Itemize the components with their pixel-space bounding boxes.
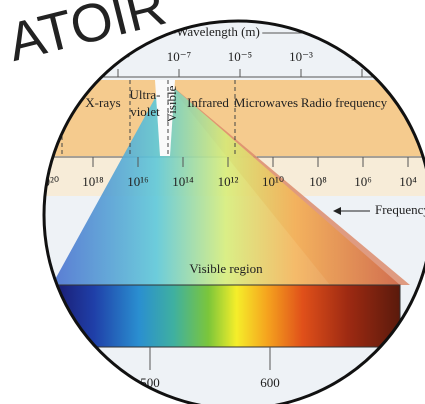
frequency-tick-label: 10⁶: [354, 174, 372, 189]
band-label: Ultra-: [129, 87, 160, 102]
frequency-tick-label: 10⁴: [399, 174, 417, 189]
region-label: Visible region: [189, 261, 263, 276]
wavelength-tick-label: 10⁻¹: [350, 49, 374, 64]
axis-label: Frequency (s: [375, 202, 425, 217]
wavelength-tick-label: 10¹: [415, 49, 425, 64]
band-label: Radio frequency: [301, 95, 388, 110]
frequency-tick-label: 10¹⁴: [172, 174, 194, 189]
frequency-tick-label: 10¹⁸: [82, 174, 104, 189]
band-label: violet: [130, 104, 160, 119]
wavelength-tick-label: 10⁻³: [289, 49, 313, 64]
frequency-tick-label: 10¹⁶: [127, 174, 148, 189]
wavelength-tick-label: 10⁻⁵: [228, 49, 252, 64]
frequency-tick-label: 10¹²: [218, 174, 239, 189]
band-label: X-rays: [85, 95, 120, 110]
spectrum-diagram: Wavelength (m)10⁻⁹10⁻⁷10⁻⁵10⁻³10⁻¹10¹mma…: [0, 0, 425, 404]
nm-tick-label: 600: [260, 375, 280, 390]
band-label: Infrared: [187, 95, 229, 110]
band-label: ys: [32, 108, 44, 123]
wavelength-tick-label: 10⁻⁷: [167, 49, 191, 64]
frequency-tick-label: 10¹⁰: [262, 174, 284, 189]
frequency-tick-label: 10⁸: [309, 174, 327, 189]
visible-bar: [52, 285, 400, 347]
band-label: Microwaves: [234, 95, 298, 110]
band-label: mma: [25, 83, 51, 98]
band-label: Visible: [164, 85, 179, 122]
